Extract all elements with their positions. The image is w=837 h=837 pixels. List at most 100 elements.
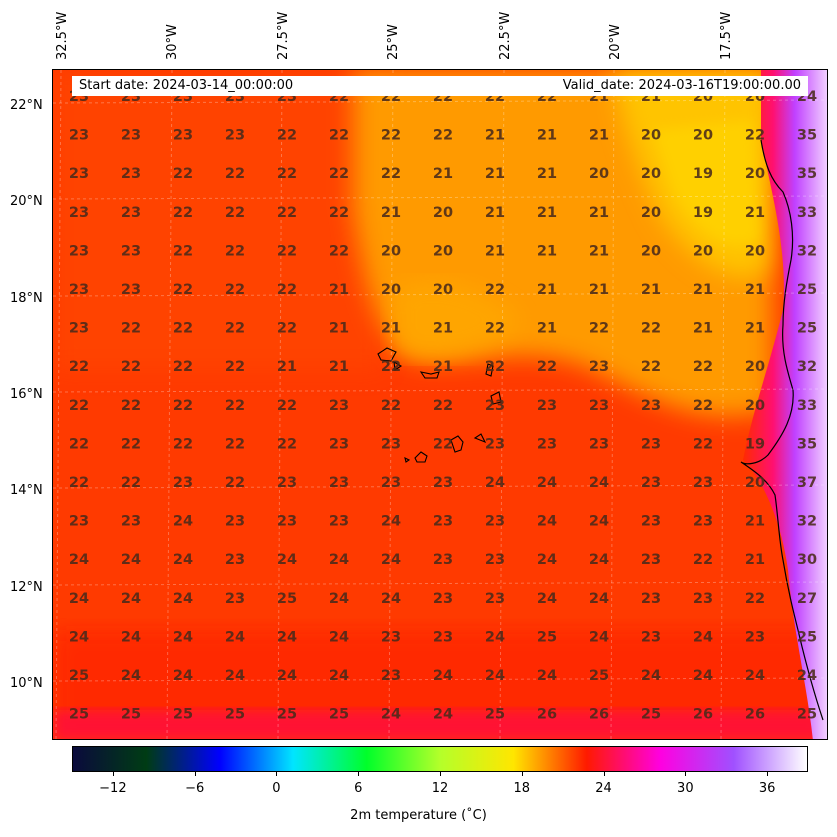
temperature-value: 23 [537,436,557,452]
temperature-value: 23 [225,514,245,530]
temperature-value: 30 [797,552,817,568]
temperature-value: 24 [537,475,557,491]
temperature-value: 23 [69,514,89,530]
temperature-value: 23 [69,166,89,182]
temperature-value: 24 [589,514,609,530]
lat-label: 12°N [10,580,43,595]
temperature-value: 22 [745,128,765,144]
temperature-value: 21 [381,205,401,221]
temperature-value: 23 [121,205,141,221]
temperature-value: 25 [225,707,245,723]
temperature-value: 24 [589,591,609,607]
temperature-value: 22 [225,398,245,414]
temperature-value: 22 [693,398,713,414]
temperature-value: 19 [693,166,713,182]
temperature-value: 23 [121,243,141,259]
temperature-value: 21 [485,243,505,259]
temperature-value: 21 [641,282,661,298]
temperature-value: 24 [121,629,141,645]
temperature-value: 21 [433,166,453,182]
colorbar-tick [767,772,769,776]
temperature-value: 21 [485,166,505,182]
temperature-value: 23 [329,436,349,452]
temperature-value: 22 [121,475,141,491]
temperature-value: 22 [381,166,401,182]
lat-label: 18°N [10,291,43,306]
temperature-value: 22 [173,321,193,337]
temperature-value: 24 [225,629,245,645]
temperature-value: 22 [69,475,89,491]
colorbar-tick [358,772,360,776]
temperature-value: 24 [277,552,297,568]
temperature-value: 22 [277,321,297,337]
temperature-value: 24 [381,707,401,723]
temperature-value: 22 [485,321,505,337]
temperature-value: 22 [173,398,193,414]
temperature-value: 21 [537,321,557,337]
temperature-value: 25 [641,707,661,723]
colorbar-tick [112,772,114,776]
temperature-value: 20 [745,243,765,259]
temperature-value: 23 [641,436,661,452]
temperature-value: 22 [693,436,713,452]
temperature-value: 20 [641,128,661,144]
temperature-value: 35 [797,436,817,452]
temperature-value: 24 [485,629,505,645]
temperature-value: 23 [433,475,453,491]
temperature-value: 24 [745,668,765,684]
map-panel: 23 23 23 23 23 22 22 22 22 22 21 21 20 20 24 23 23 23 23 22… [52,69,828,740]
temperature-value: 23 [433,591,453,607]
temperature-value: 23 [641,552,661,568]
colorbar-tick-label: 12 [431,781,449,796]
temperature-value: 24 [329,552,349,568]
temperature-value: 22 [433,128,453,144]
temperature-value: 24 [485,475,505,491]
temperature-value: 24 [277,668,297,684]
temperature-value: 21 [693,321,713,337]
colorbar-tick-label: 0 [272,781,281,796]
temperature-value: 23 [121,128,141,144]
temperature-value: 21 [589,282,609,298]
temperature-value: 24 [537,514,557,530]
temperature-value: 23 [329,398,349,414]
temperature-value: 24 [381,514,401,530]
temperature-value: 21 [433,321,453,337]
temperature-value: 23 [589,436,609,452]
temperature-value: 23 [641,591,661,607]
temperature-value: 22 [69,359,89,375]
lon-label: 25°W [386,24,401,60]
lat-label: 16°N [10,387,43,402]
temperature-value: 22 [381,398,401,414]
temperature-value: 24 [121,668,141,684]
temperature-value: 20 [433,243,453,259]
temperature-value: 24 [381,591,401,607]
temperature-value: 22 [329,128,349,144]
temperature-value: 24 [589,552,609,568]
temperature-value: 32 [797,243,817,259]
valid-date-label: Valid_date: 2024-03-16T19:00:00.00 [562,78,801,93]
temperature-value: 21 [589,205,609,221]
lat-label: 20°N [10,194,43,209]
temperature-value: 24 [537,552,557,568]
temperature-value: 22 [225,475,245,491]
temperature-value: 26 [589,707,609,723]
temperature-value: 21 [745,321,765,337]
temperature-labels: 23 23 23 23 23 22 22 22 22 22 21 21 20 20 24 23 23 23 23 22… [69,89,817,723]
temperature-value: 24 [121,591,141,607]
temperature-value: 23 [173,475,193,491]
colorbar-tick-label: 30 [677,781,694,796]
temperature-value: 21 [329,282,349,298]
temperature-value: 22 [433,436,453,452]
temperature-value: 22 [641,359,661,375]
temperature-value: 22 [225,282,245,298]
temperature-value: 24 [589,475,609,491]
temperature-value: 20 [745,475,765,491]
temperature-value: 24 [329,591,349,607]
start-date-label: Start date: 2024-03-14_00:00:00 [79,78,294,93]
lon-label: 17.5°W [719,11,734,60]
temperature-value: 20 [381,282,401,298]
colorbar-tick-label: −12 [99,781,127,796]
temperature-value: 20 [433,205,453,221]
colorbar-tick-label: 18 [513,781,531,796]
temperature-value: 21 [537,243,557,259]
